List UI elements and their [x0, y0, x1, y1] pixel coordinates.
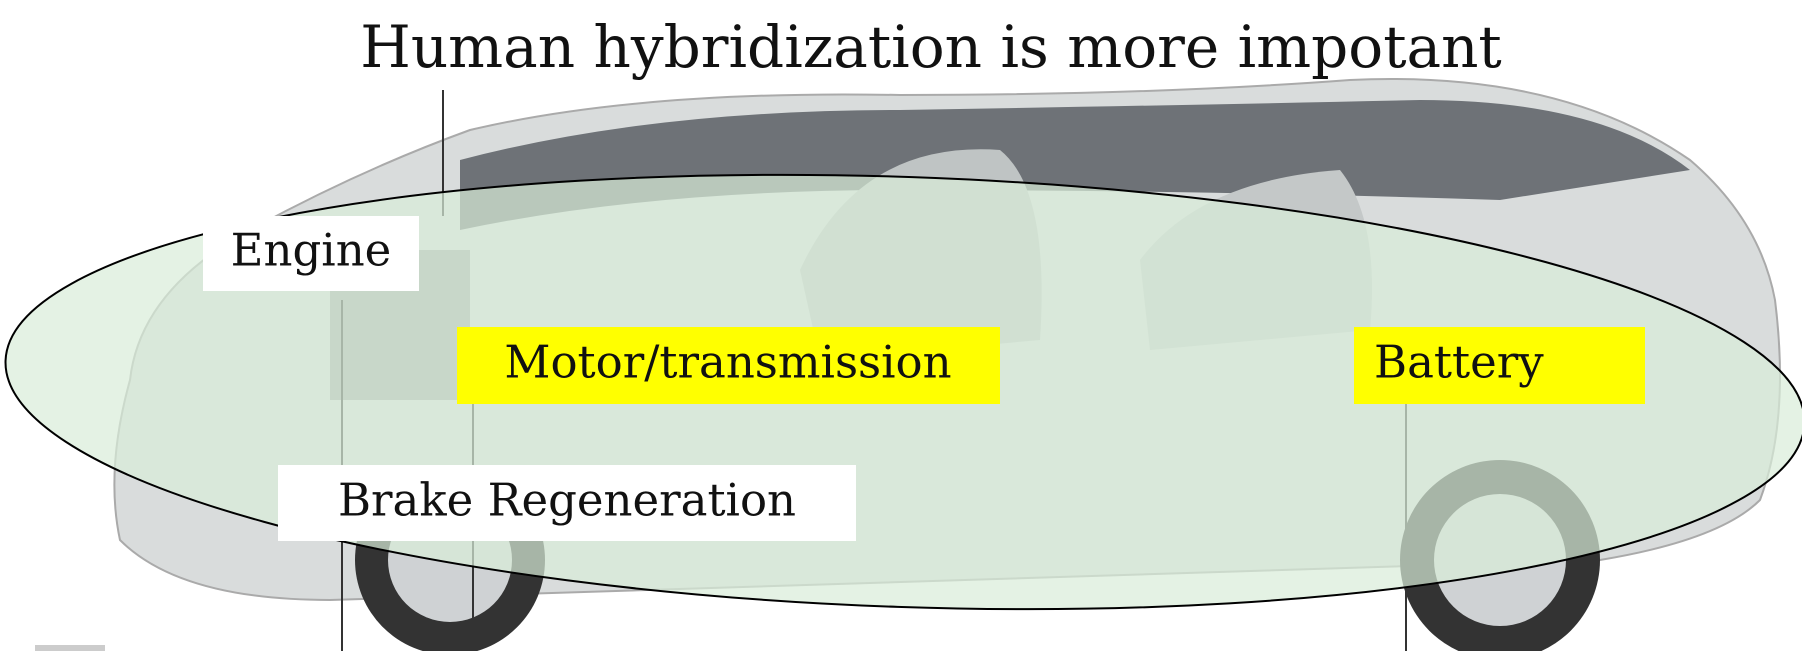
battery-label: Battery — [1374, 336, 1544, 389]
slide: Human hybridization is more impotant Eng… — [0, 0, 1802, 651]
brake-label: Brake Regeneration — [338, 474, 796, 527]
corner-block — [35, 645, 105, 651]
motor-label: Motor/transmission — [504, 336, 951, 389]
engine-label: Engine — [231, 224, 392, 277]
page: Human hybridization is more impotant Eng… — [0, 0, 1802, 651]
slide-title: Human hybridization is more impotant — [360, 13, 1502, 81]
